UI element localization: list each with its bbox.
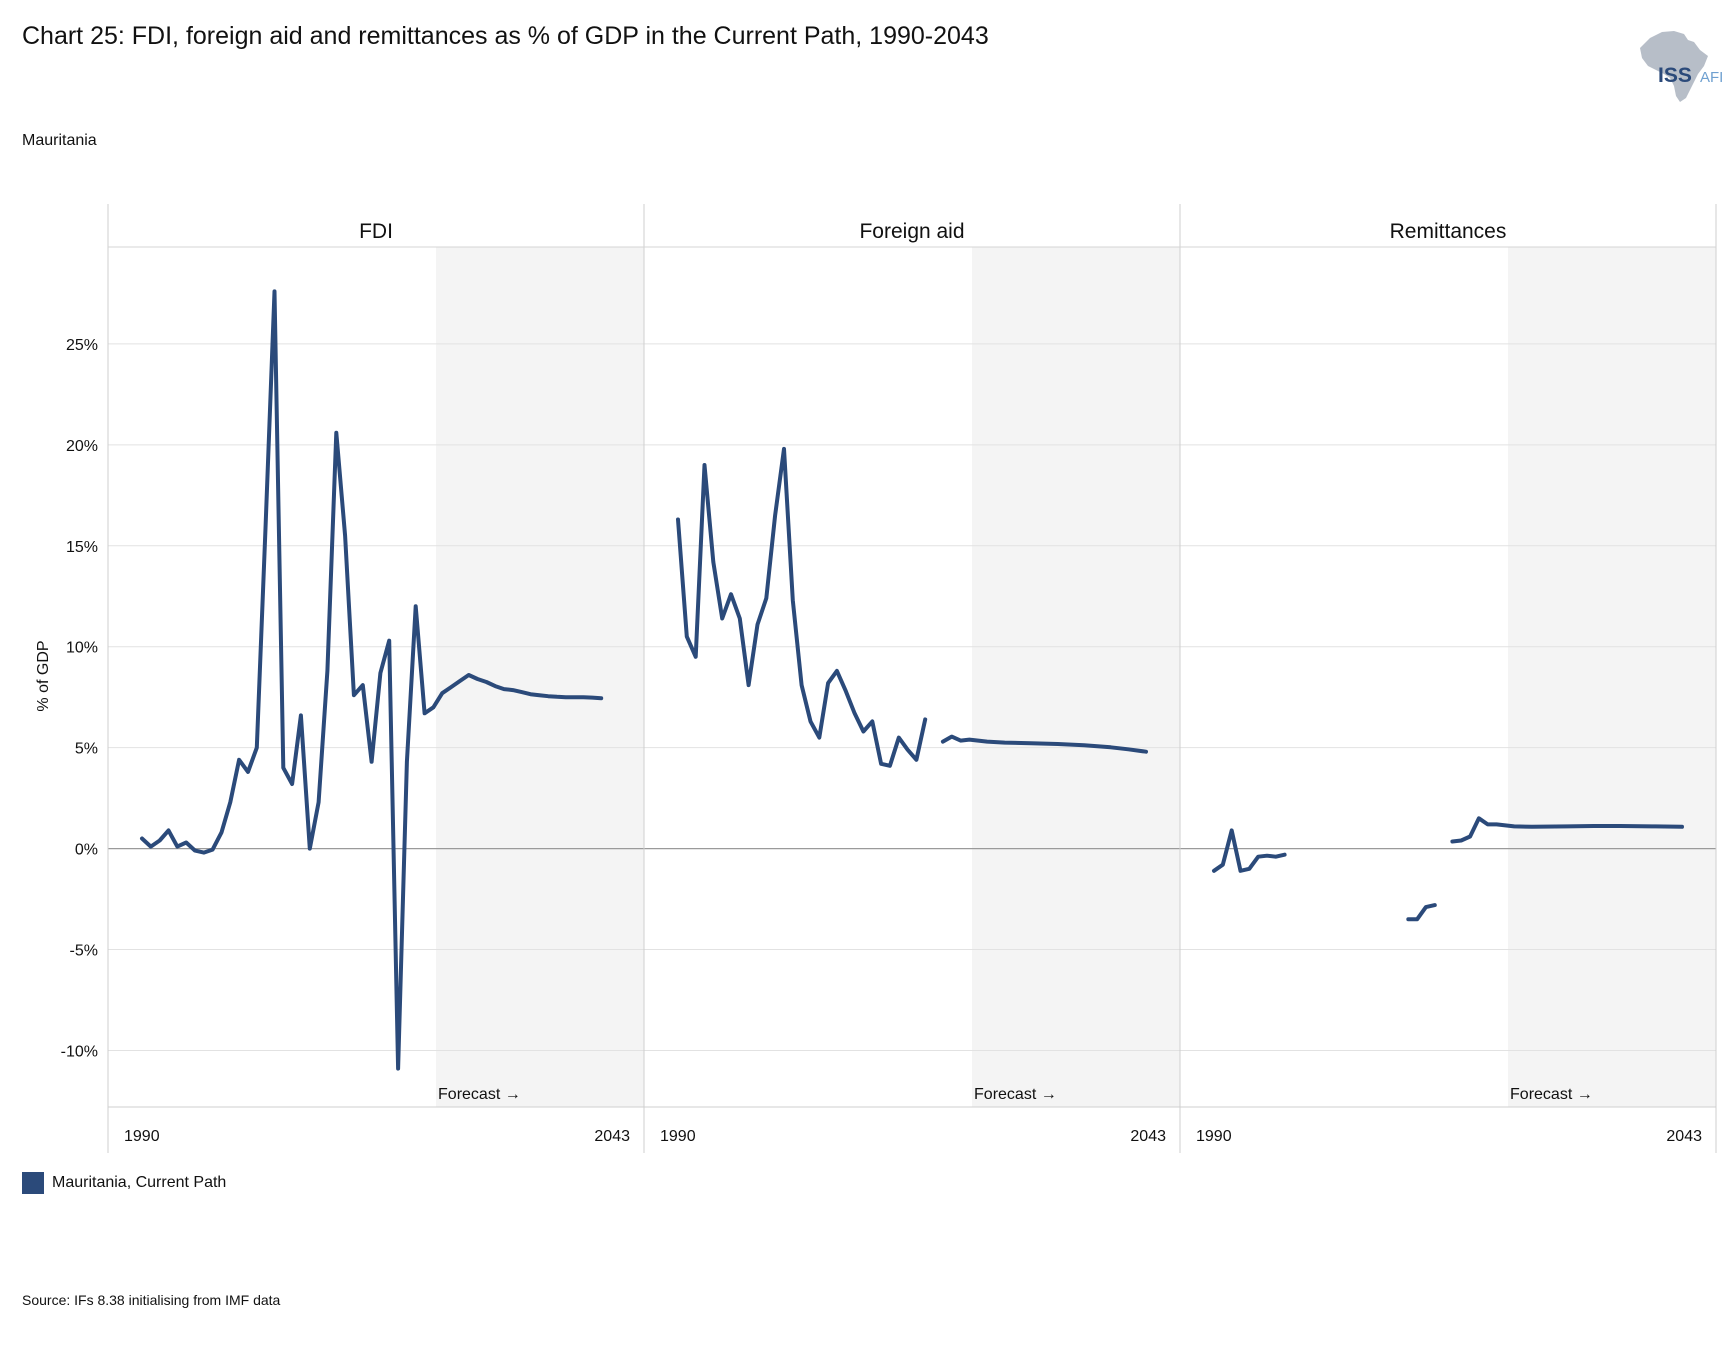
legend: Mauritania, Current Path: [22, 1172, 226, 1194]
y-tick-label: 5%: [75, 741, 98, 758]
series-line: [676, 446, 928, 768]
x-tick-label: 2043: [1130, 1128, 1166, 1145]
legend-label: Mauritania, Current Path: [52, 1174, 227, 1191]
y-tick-label: 25%: [66, 337, 98, 354]
source-note: Source: IFs 8.38 initialising from IMF d…: [22, 1292, 281, 1308]
x-tick-label: 2043: [594, 1128, 630, 1145]
panel-title: Foreign aid: [859, 220, 964, 243]
x-tick-label: 1990: [1196, 1128, 1232, 1145]
y-tick-label: -5%: [70, 943, 98, 960]
africa-map-icon: [1640, 31, 1708, 102]
series-line: [1212, 828, 1287, 873]
chart-subtitle: Mauritania: [22, 132, 97, 149]
chart-frame: [107, 204, 1717, 1153]
y-tick-label: 15%: [66, 539, 98, 556]
chart-backgrounds: [436, 247, 1716, 1107]
panel-title: Remittances: [1390, 220, 1507, 243]
forecast-region: [972, 247, 1180, 1107]
forecast-region: [1508, 247, 1716, 1107]
x-tick-label: 2043: [1666, 1128, 1702, 1145]
panel-title: FDI: [359, 220, 393, 243]
y-tick-label: 0%: [75, 842, 98, 859]
logo-text-main: ISS: [1658, 64, 1692, 87]
x-tick-label: 1990: [660, 1128, 696, 1145]
chart-series: [140, 289, 1684, 1071]
forecast-label: Forecast →: [438, 1086, 521, 1103]
y-tick-label: 20%: [66, 438, 98, 455]
series-line: [1450, 816, 1684, 844]
y-tick-label: -10%: [61, 1043, 98, 1060]
chart-title: Chart 25: FDI, foreign aid and remittanc…: [22, 22, 989, 50]
series-line: [1406, 903, 1437, 922]
forecast-label: Forecast →: [1510, 1086, 1593, 1103]
y-axis-title: % of GDP: [35, 640, 52, 711]
forecast-label: Forecast →: [974, 1086, 1057, 1103]
chart-gridlines: [108, 343, 1716, 1051]
y-tick-label: 10%: [66, 640, 98, 657]
legend-swatch: [22, 1172, 44, 1194]
chart-labels: Forecast → FDI 1990 2043 Forecast → Foreign a…: [35, 220, 1702, 1145]
series-line: [140, 289, 604, 1071]
logo-text-sub: AFI: [1700, 69, 1723, 86]
iss-afi-logo: ISS AFI: [1640, 31, 1723, 102]
series-line: [940, 734, 1148, 754]
x-tick-label: 1990: [124, 1128, 160, 1145]
